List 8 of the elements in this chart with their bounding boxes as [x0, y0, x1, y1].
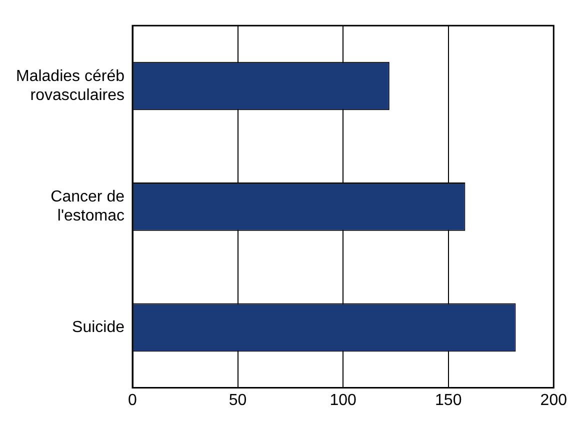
x-tick-label: 150	[435, 392, 462, 409]
x-tick-label: 100	[330, 392, 357, 409]
y-tick-label: Cancer de l'estomac	[50, 188, 125, 225]
x-tick-label: 50	[228, 392, 247, 409]
y-tick-label: Suicide	[72, 318, 125, 336]
x-tick-label: 0	[128, 392, 138, 409]
x-tick-label: 200	[540, 392, 568, 409]
y-tick-label: Maladies céréb rovasculaires	[16, 68, 125, 104]
